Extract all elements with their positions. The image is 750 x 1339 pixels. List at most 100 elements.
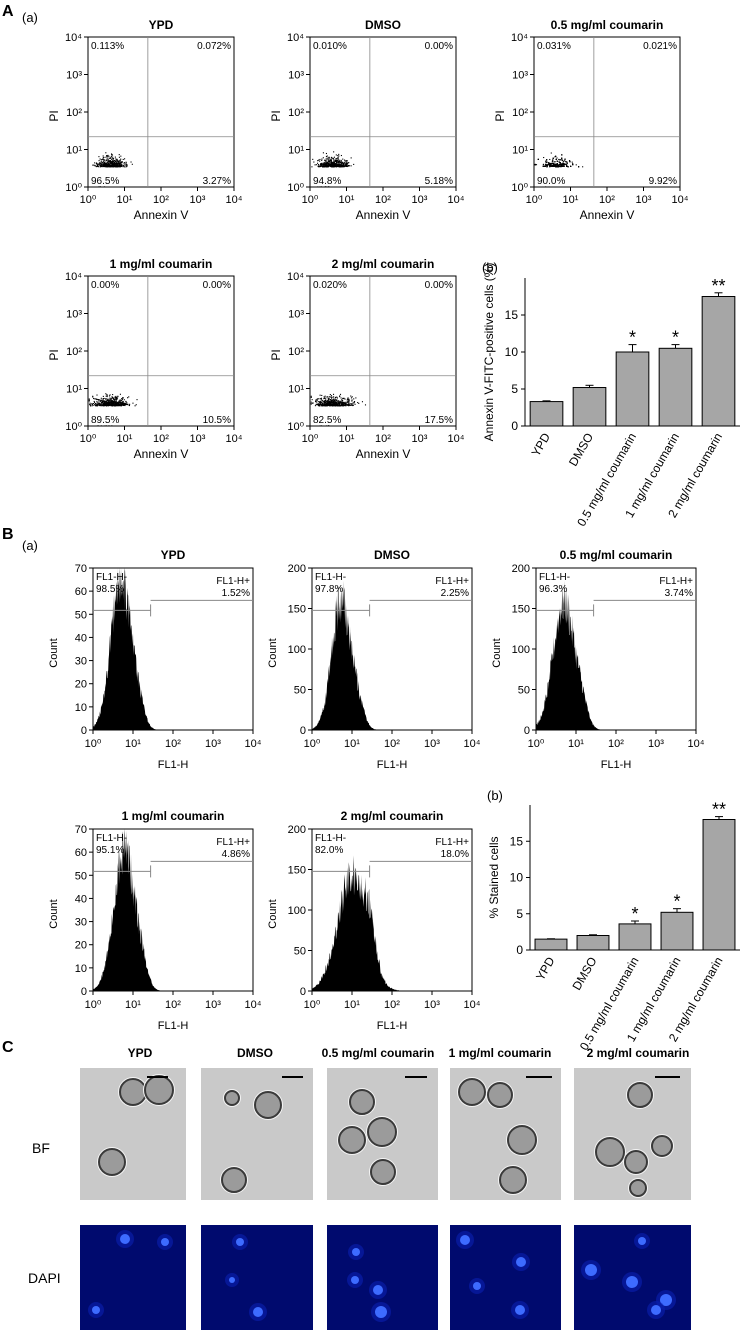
- scatter-dot: [107, 403, 109, 405]
- scatter-dot: [106, 164, 108, 166]
- scatter-dot: [317, 165, 319, 167]
- scatter-dot: [332, 393, 335, 395]
- scatter-dot: [111, 405, 113, 407]
- bf-cell: [349, 1089, 375, 1115]
- scatter-dot: [544, 165, 547, 167]
- scatter-dot: [119, 393, 121, 395]
- scatter-title: YPD: [149, 18, 174, 32]
- annexin-scatter-plots: YPD 10⁰ 10¹ 10² 10³ 10⁴ 10⁰ 10¹ 10² 10³ 10⁴ Annexin…: [47, 18, 689, 461]
- scatter-dot: [320, 398, 322, 400]
- scatter-dot: [314, 405, 316, 407]
- significance-mark: **: [711, 276, 725, 296]
- scatter-dot: [339, 395, 341, 397]
- quadrant-ll-bg: [311, 413, 337, 425]
- quadrant-lr: 5.18%: [425, 176, 453, 187]
- dapi-nucleus: [626, 1276, 638, 1288]
- scatter-dot: [560, 165, 562, 167]
- scatter-dot: [336, 165, 338, 167]
- scatter-dot: [311, 166, 313, 168]
- scatter-dot: [319, 400, 322, 402]
- scatter-dot: [113, 160, 115, 162]
- scatter-dot: [315, 399, 317, 401]
- bar: [660, 911, 694, 951]
- y-tick-label: 10⁴: [65, 271, 82, 283]
- scatter-dot: [323, 397, 326, 399]
- scatter-dot: [116, 159, 118, 161]
- scatter-dot: [323, 163, 325, 165]
- scatter-dot: [103, 405, 105, 407]
- scatter-dot: [106, 402, 108, 404]
- scatter-dot: [105, 163, 107, 166]
- gate-neg-label: FL1-H-: [96, 572, 127, 583]
- scatter-dot: [345, 403, 347, 406]
- scatter-dot: [98, 401, 100, 403]
- scatter-dot: [320, 402, 322, 404]
- scatter-dot: [89, 402, 91, 404]
- scatter-dot: [98, 162, 101, 164]
- scatter-dot: [111, 154, 113, 156]
- y-tick-label: 10⁰: [287, 182, 304, 194]
- scatter-dot: [546, 164, 548, 166]
- scatter-dot: [340, 403, 342, 406]
- hist-y-tick-label: 10: [75, 963, 87, 975]
- scatter-dot: [346, 161, 348, 163]
- scatter-dot: [96, 398, 98, 400]
- scatter-dot: [115, 405, 117, 407]
- scatter-dot: [108, 157, 110, 159]
- scatter-dot: [317, 398, 319, 400]
- scatter-dot: [114, 397, 117, 399]
- y-tick-label: 10³: [66, 70, 82, 82]
- scatter-dot: [353, 398, 355, 400]
- scatter-dot: [96, 165, 98, 167]
- scatter-dot: [93, 400, 95, 403]
- scatter-dot: [548, 162, 550, 164]
- bar-y-tick-label: 10: [505, 345, 519, 359]
- hist-y-tick-label: 0: [300, 986, 306, 998]
- scatter-dot: [109, 398, 111, 400]
- quadrant-ul: 0.010%: [313, 41, 347, 52]
- quadrant-ul: 0.113%: [91, 41, 124, 52]
- y-tick-label: 10⁰: [65, 421, 82, 433]
- hist-y-tick-label: 50: [294, 946, 306, 958]
- scatter-dot: [340, 159, 342, 161]
- scatter-dot: [325, 404, 327, 406]
- scatter-dot: [325, 163, 327, 165]
- scatter-dot: [335, 396, 337, 399]
- scatter-dot: [325, 160, 327, 162]
- scatter-dot: [328, 165, 330, 167]
- scatter-dot: [89, 403, 91, 406]
- x-tick-label: 10¹: [117, 194, 133, 206]
- scatter-dot: [112, 398, 114, 400]
- scatter-dot: [92, 395, 94, 397]
- scatter-dot: [94, 165, 96, 167]
- scatter-dot: [326, 163, 328, 166]
- y-tick-label: 10⁰: [511, 182, 528, 194]
- scatter-dot: [106, 162, 108, 164]
- bf-cell: [487, 1082, 513, 1108]
- scatter-dot: [332, 401, 334, 403]
- y-tick-label: 10⁰: [287, 421, 304, 433]
- scatter-dot: [119, 404, 121, 407]
- scatter-dot: [107, 162, 109, 164]
- scatter-dot: [320, 398, 322, 400]
- scatter-dot: [338, 165, 340, 167]
- scatter-dot: [99, 158, 101, 160]
- scatter-dot: [327, 402, 329, 404]
- scatter-dot: [111, 154, 114, 156]
- scatter-dot: [104, 161, 106, 163]
- scatter-dot: [336, 162, 338, 164]
- scatter-dot: [545, 163, 547, 165]
- scatter-dot: [336, 164, 338, 166]
- scatter-dot: [312, 402, 314, 404]
- scatter-dot: [336, 399, 338, 401]
- scatter-dot: [101, 159, 103, 161]
- scatter-dot: [109, 159, 111, 162]
- scatter-dot: [582, 166, 584, 168]
- dapi-nucleus: [253, 1307, 263, 1317]
- scatter-dot: [345, 403, 347, 405]
- scatter-dot: [106, 405, 108, 407]
- scatter-dot: [348, 398, 350, 400]
- scatter-dot: [122, 402, 124, 405]
- scatter-dot: [101, 404, 103, 406]
